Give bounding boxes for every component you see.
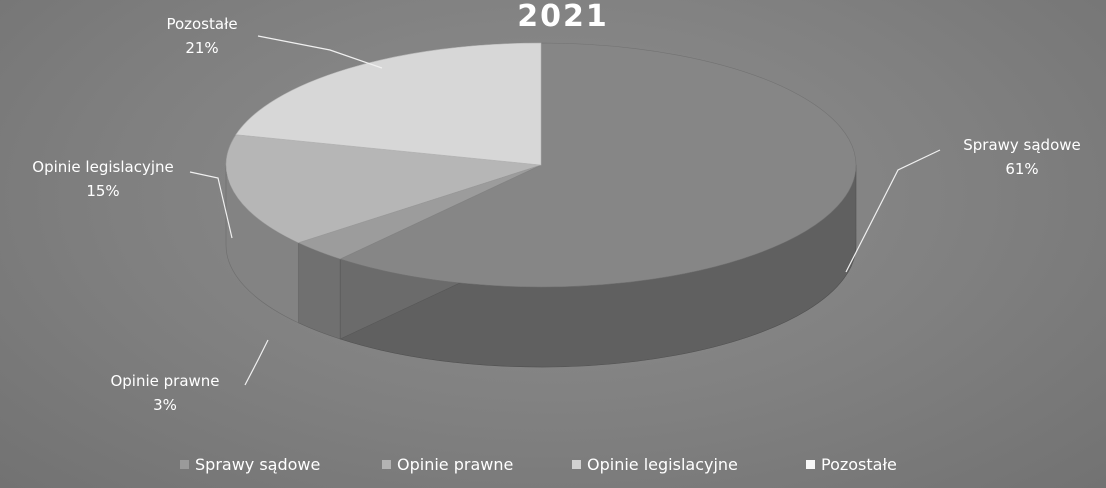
data-label-name-1: Opinie prawne (110, 372, 219, 390)
legend-swatch-1 (382, 460, 391, 469)
pie-slice-3 (235, 42, 542, 166)
legend-label-1: Opinie prawne (397, 455, 513, 474)
legend-swatch-0 (180, 460, 189, 469)
data-label-name-2: Opinie legislacyjne (32, 158, 173, 176)
legend-label-2: Opinie legislacyjne (587, 455, 738, 474)
leader-line-0 (845, 149, 941, 273)
leader-line-1 (244, 339, 269, 386)
legend-swatch-3 (806, 460, 815, 469)
pie-slice-0 (339, 42, 857, 288)
data-label-pct-2: 15% (86, 182, 119, 200)
legend-label-0: Sprawy sądowe (195, 455, 320, 474)
data-label-pct-1: 3% (153, 396, 177, 414)
data-label-name-0: Sprawy sądowe (963, 136, 1081, 154)
leader-line-2 (189, 171, 233, 239)
legend-label-3: Pozostałe (821, 455, 897, 474)
data-label-pct-3: 21% (185, 39, 218, 57)
data-label-pct-0: 61% (1005, 160, 1038, 178)
pie-labels: Sprawy sądowe 61% Opinie prawne 3% Opinie le… (32, 15, 1080, 414)
legend: Sprawy sądowe Opinie prawne Opinie legisla… (180, 455, 897, 474)
pie-slice-2 (225, 134, 542, 244)
chart-title: 2021 (517, 0, 609, 34)
legend-swatch-2 (572, 460, 581, 469)
leader-line-3 (257, 35, 383, 69)
data-label-name-3: Pozostałe (166, 15, 237, 33)
pie-tops (225, 42, 857, 288)
